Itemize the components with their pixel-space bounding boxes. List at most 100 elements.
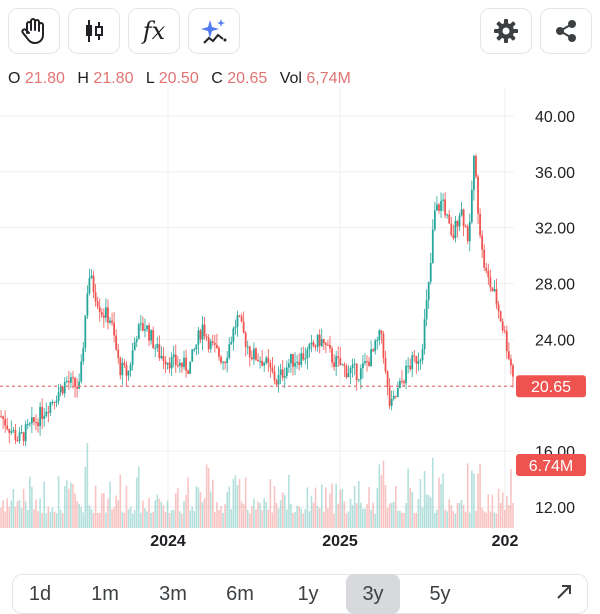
- candle-body: [248, 346, 251, 358]
- volume-bar: [275, 502, 278, 528]
- range-option-1m[interactable]: 1m: [91, 583, 119, 605]
- candle-body: [57, 392, 60, 401]
- volume-bar: [222, 512, 224, 528]
- candle-body: [366, 361, 368, 363]
- candle-body: [491, 287, 494, 292]
- volume-bar: [100, 493, 103, 528]
- volume-bar: [397, 510, 399, 528]
- candle-body: [176, 364, 179, 366]
- volume-bar: [55, 513, 58, 528]
- candle-body: [172, 354, 175, 357]
- volume-bar: [47, 506, 50, 528]
- range-option-6m[interactable]: 6m: [226, 583, 254, 605]
- candle-body: [26, 424, 29, 426]
- volume-bar: [479, 463, 481, 528]
- volume-bar: [49, 511, 52, 528]
- candle-body: [238, 315, 241, 317]
- range-option-1y[interactable]: 1y: [297, 583, 319, 605]
- volume-bar: [366, 504, 368, 528]
- y-tick-label: 12.00: [535, 500, 575, 517]
- candle-body: [197, 330, 200, 345]
- volume-bar: [298, 506, 300, 528]
- candle-body: [322, 339, 325, 344]
- share-button[interactable]: [540, 8, 592, 54]
- volume-bar: [152, 511, 154, 528]
- candle-body: [156, 344, 159, 348]
- chart-type-button[interactable]: [68, 8, 120, 54]
- range-option-3m[interactable]: 3m: [159, 583, 187, 605]
- volume-bar: [304, 508, 307, 528]
- volume-bar: [257, 501, 259, 528]
- volume-bar: [16, 501, 19, 528]
- candle-body: [401, 380, 403, 382]
- volume-bar: [234, 475, 237, 528]
- candle-body: [164, 361, 167, 365]
- range-option-1d[interactable]: 1d: [28, 583, 52, 605]
- volume-bar: [12, 489, 15, 528]
- candle-body: [111, 320, 113, 323]
- candle-body: [267, 357, 270, 363]
- candle-body: [10, 431, 13, 433]
- volume-bar: [154, 500, 157, 528]
- volume-bar: [88, 505, 91, 528]
- candle-body: [327, 344, 329, 346]
- volume-bar: [415, 512, 418, 528]
- volume-bar: [246, 509, 249, 528]
- candle-body: [193, 349, 196, 351]
- volume-bar: [4, 511, 6, 528]
- candle-body: [222, 361, 224, 363]
- volume-bar: [203, 498, 206, 528]
- high-label: H: [77, 70, 89, 87]
- volume-bar: [351, 505, 354, 528]
- candle-body: [376, 340, 379, 342]
- volume-bar: [442, 473, 444, 528]
- candle-body: [285, 367, 288, 377]
- volume-bar: [464, 511, 467, 528]
- volume-bar: [466, 463, 469, 528]
- candle-body: [22, 432, 25, 442]
- volume-bar: [226, 492, 228, 528]
- candle-body: [220, 356, 222, 363]
- volume-bar: [142, 500, 144, 528]
- volume-bar: [458, 502, 461, 528]
- volume-bar: [316, 506, 319, 528]
- ai-insights-button[interactable]: [188, 8, 240, 54]
- volume-bar: [481, 507, 483, 528]
- volume-bar: [376, 488, 379, 528]
- candle-body: [372, 349, 375, 352]
- volume-bar: [68, 488, 70, 528]
- candle-body: [427, 281, 430, 301]
- candle-body: [357, 379, 360, 381]
- candle-body: [203, 324, 206, 337]
- volume-bar: [148, 497, 150, 528]
- candle-body: [250, 357, 253, 360]
- high-value: 21.80: [93, 70, 134, 87]
- expand-icon[interactable]: [552, 584, 574, 600]
- candle-body: [162, 355, 165, 362]
- candle-body: [339, 357, 342, 366]
- candle-body: [277, 375, 280, 385]
- candle-body: [189, 361, 192, 374]
- volume-bar: [407, 468, 409, 528]
- candle-body: [470, 189, 473, 223]
- candle-body: [90, 275, 93, 279]
- volume-bar: [98, 512, 101, 528]
- candle-body: [510, 358, 512, 366]
- volume-bar: [456, 502, 459, 528]
- volume-bar: [236, 484, 239, 528]
- drawing-hand-button[interactable]: [8, 8, 60, 54]
- candle-body: [141, 323, 144, 331]
- candle-body: [246, 346, 249, 348]
- volume-bar: [156, 494, 159, 528]
- volume-bar: [0, 507, 2, 528]
- volume-bar: [329, 493, 331, 528]
- range-option-3y[interactable]: 3y: [346, 574, 400, 614]
- volume-bar: [74, 493, 76, 528]
- volume-bar: [392, 501, 395, 528]
- settings-button[interactable]: [480, 8, 532, 54]
- candle-body: [505, 331, 508, 352]
- range-option-5y[interactable]: 5y: [429, 583, 451, 605]
- indicators-button[interactable]: fx: [128, 8, 180, 54]
- candle-body: [88, 278, 91, 294]
